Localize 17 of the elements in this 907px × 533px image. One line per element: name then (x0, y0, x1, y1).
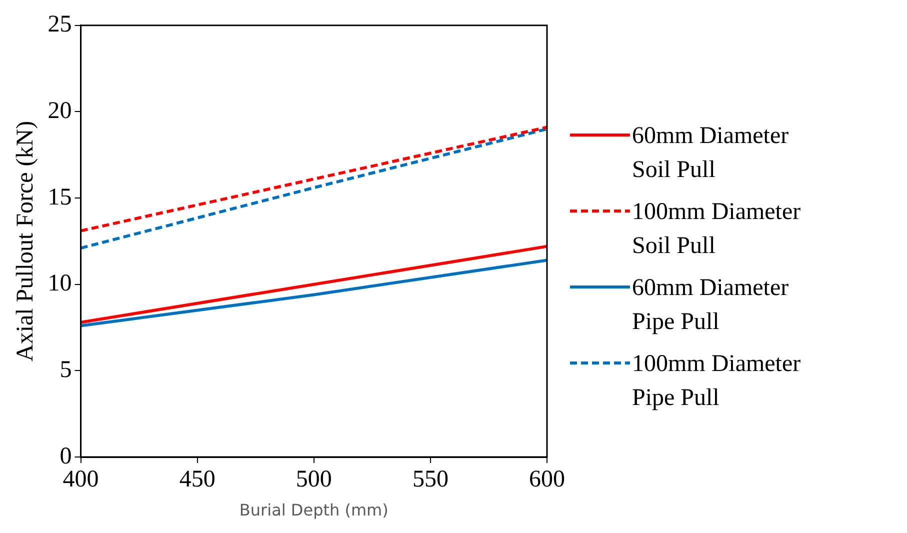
y-tick-label: 10 (48, 270, 72, 297)
x-tick-label: 600 (529, 466, 565, 493)
x-tick-label: 550 (412, 466, 448, 493)
legend-label: 60mm Diameter Pipe Pull (632, 274, 790, 336)
y-tick-label: 0 (60, 443, 72, 470)
legend-label: 60mm Diameter Soil Pull (632, 122, 790, 184)
legend-label: 100mm Diameter Soil Pull (632, 198, 802, 260)
x-tick-label: 500 (296, 466, 332, 493)
y-tick-label: 5 (60, 356, 72, 383)
legend-label: 100mm Diameter Pipe Pull (632, 350, 802, 412)
y-axis-title: Axial Pullout Force (kN) (12, 120, 39, 362)
x-axis-title: Burial Depth (mm) (239, 500, 388, 520)
x-tick-label: 450 (179, 466, 216, 493)
y-tick-label: 25 (48, 12, 72, 38)
y-tick-label: 20 (48, 98, 72, 124)
x-tick-label: 400 (62, 466, 99, 493)
y-tick-label: 15 (48, 184, 72, 210)
